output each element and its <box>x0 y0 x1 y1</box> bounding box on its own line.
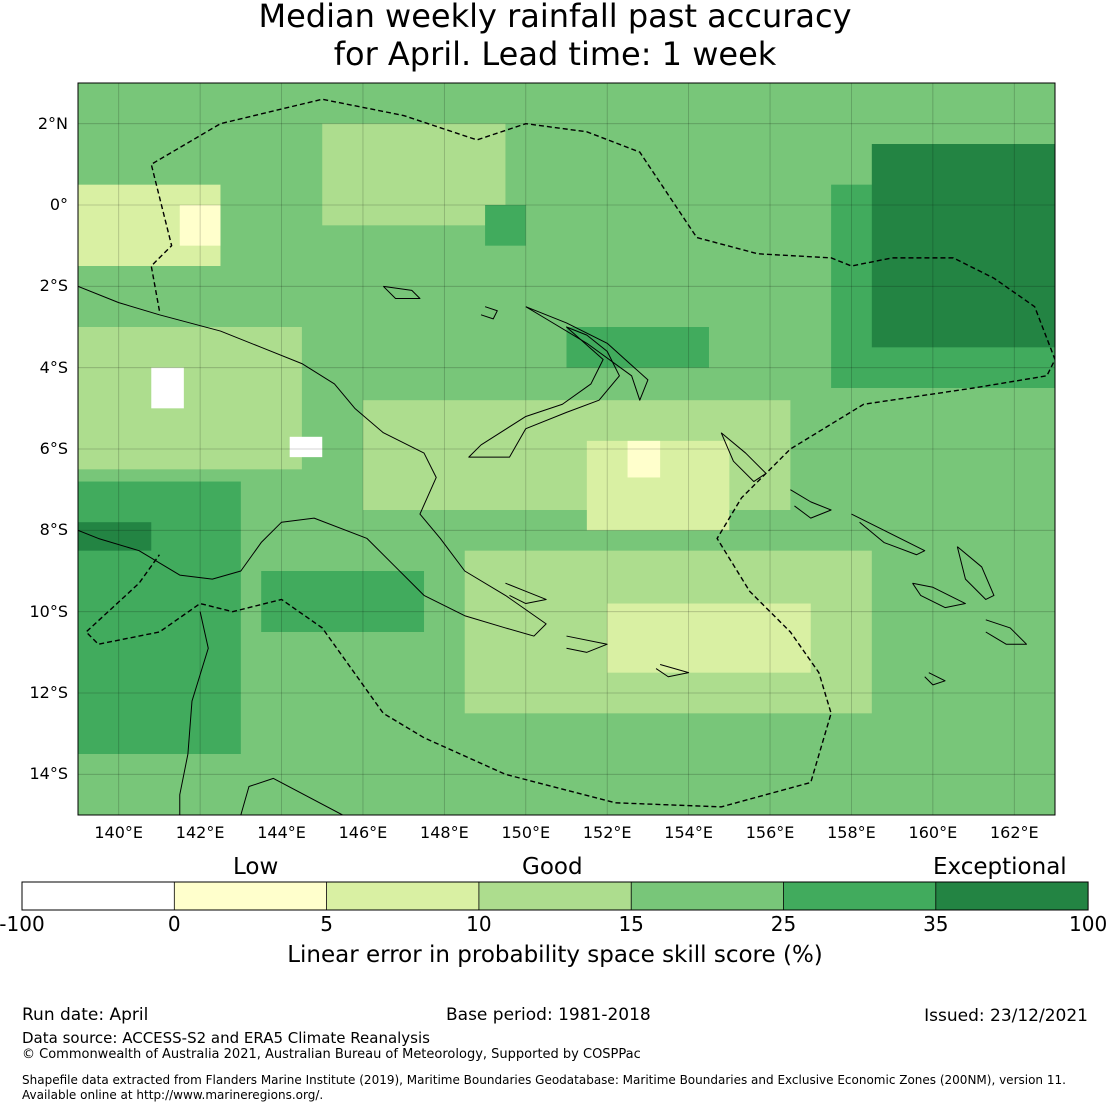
lat-tick-label: 6°S <box>39 439 68 458</box>
lon-tick-label: 140°E <box>94 823 144 842</box>
lat-tick-label: 10°S <box>29 601 68 621</box>
colorbar-label: Linear error in probability space skill … <box>287 942 823 968</box>
coastline-1 <box>468 326 620 458</box>
coastline-15 <box>382 285 421 300</box>
base-period: Base period: 1981-2018 <box>446 1005 651 1025</box>
colorbar-segment-1 <box>174 882 327 910</box>
lat-tick-label: 2°N <box>37 113 68 133</box>
skill-zone-18 <box>151 367 184 409</box>
coastline-0 <box>78 285 547 637</box>
map-title-line-2: for April. Lead time: 1 week <box>333 35 777 73</box>
coastline-13 <box>655 664 690 678</box>
lon-tick-label: 148°E <box>420 823 469 842</box>
lon-tick-label: 158°E <box>827 823 876 842</box>
lon-tick-label: 144°E <box>257 823 306 842</box>
map-frame <box>77 82 1056 816</box>
skill-zone-8 <box>607 603 811 673</box>
lon-tick-label: 152°E <box>582 823 632 842</box>
eez-boundary <box>85 98 1055 808</box>
colorbar-segment-6 <box>935 882 1089 910</box>
colorbar-tick-label: 25 <box>770 912 797 936</box>
skill-zone-14 <box>78 522 152 551</box>
skill-zone-10 <box>871 144 1055 348</box>
shapefile-url: Available online at http://www.marinereg… <box>22 1088 324 1102</box>
lon-tick-label: 154°E <box>664 823 713 842</box>
skill-zone-16 <box>627 440 661 478</box>
run-date: Run date: April <box>22 1005 149 1025</box>
lon-tick-label: 146°E <box>338 823 388 842</box>
skill-zone-15 <box>485 205 526 246</box>
lon-tick-label: 162°E <box>989 823 1039 842</box>
colorbar-segment-4 <box>631 882 784 910</box>
colorbar-tick-label: 10 <box>466 912 492 936</box>
coastline-14 <box>480 306 498 320</box>
lon-tick-label: 160°E <box>908 823 958 842</box>
coastline-5 <box>720 432 767 483</box>
lat-tick-label: 4°S <box>39 357 68 377</box>
colorbar-segment-0 <box>22 882 175 910</box>
colorbar-segment-3 <box>478 882 632 910</box>
lon-tick-label: 150°E <box>501 823 551 842</box>
issued-date: Issued: 23/12/2021 <box>924 1006 1088 1026</box>
map-title-line-1: Median weekly rainfall past accuracy <box>258 0 852 35</box>
skill-zone-19 <box>289 436 323 458</box>
skill-zone-3 <box>78 327 302 470</box>
colorbar-segment-5 <box>783 882 936 910</box>
eez-dashed-line <box>85 98 1055 808</box>
coastline-16 <box>924 672 946 686</box>
colorbar-frame <box>21 881 1089 911</box>
colorbar-tick-label: 15 <box>618 912 644 936</box>
colorbar-tick-label: 5 <box>320 912 333 936</box>
lat-tick-label: 12°S <box>29 683 68 702</box>
skill-score-map <box>21 82 1089 911</box>
skill-zone-12 <box>261 571 425 632</box>
coastline-3 <box>179 611 209 815</box>
lon-tick-label: 142°E <box>175 823 225 842</box>
coastline-8 <box>912 582 966 609</box>
colorbar-tick-label: -100 <box>0 912 45 936</box>
lat-tick-label: 8°S <box>39 520 68 540</box>
coastline-7 <box>851 513 926 556</box>
colorbar-segment-2 <box>326 882 479 910</box>
colorbar-word-good: Good <box>522 854 583 880</box>
coastline-6 <box>790 489 832 519</box>
colorbar-tick-label: 100 <box>1069 912 1108 936</box>
graticule <box>78 83 1055 815</box>
shapefile-credit: Shapefile data extracted from Flanders M… <box>22 1073 1066 1087</box>
copyright: © Commonwealth of Australia 2021, Austra… <box>22 1047 641 1062</box>
colorbar-word-exceptional: Exceptional <box>933 854 1067 880</box>
skill-zone-2 <box>322 123 506 226</box>
colorbar-tick-label: 35 <box>923 912 949 936</box>
lat-tick-label: 14°S <box>29 764 68 784</box>
lat-tick-label: 2°S <box>39 276 68 296</box>
colorbar-word-low: Low <box>233 854 279 880</box>
coastline-4 <box>240 777 343 815</box>
skill-zone-13 <box>566 327 709 368</box>
skill-score-grid <box>78 83 1055 815</box>
coastline-11 <box>505 582 547 605</box>
coastline-9 <box>956 546 995 600</box>
data-source: Data source: ACCESS-S2 and ERA5 Climate … <box>22 1029 430 1047</box>
colorbar-tick-label: 0 <box>167 912 181 936</box>
colorbar <box>21 881 1089 911</box>
skill-zone-17 <box>179 205 221 246</box>
coastline-2 <box>525 306 649 401</box>
lat-tick-label: 0° <box>49 195 68 214</box>
coastline-12 <box>566 635 608 653</box>
coastline-10 <box>985 619 1028 645</box>
coastlines <box>78 285 1028 815</box>
lon-tick-label: 156°E <box>745 823 795 842</box>
